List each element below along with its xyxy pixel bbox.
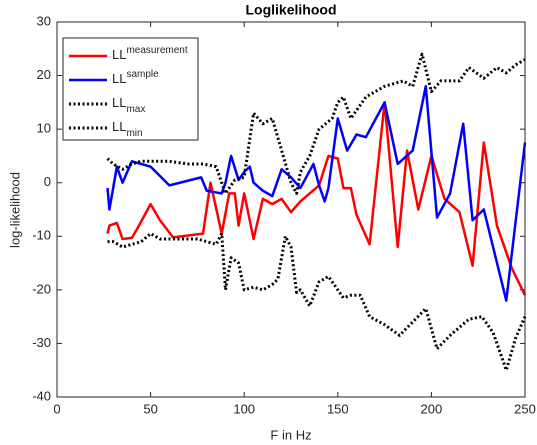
legend-label: LLmax	[112, 95, 145, 114]
series-line	[106, 52, 526, 195]
y-tick-label: 0	[44, 174, 51, 189]
series-line	[106, 85, 527, 302]
x-tick-label: 0	[53, 401, 60, 416]
x-tick-label: 250	[514, 401, 536, 416]
axes-box	[56, 21, 526, 398]
x-tick-label: 50	[143, 401, 157, 416]
chart-title: Loglikelihood	[246, 2, 337, 18]
x-tick-label: 200	[421, 401, 443, 416]
legend-label-main: LL	[112, 71, 126, 86]
y-tick-label: 20	[37, 67, 51, 82]
y-axis-label: log-likelihood	[7, 172, 22, 248]
legend-label-main: LL	[112, 95, 126, 110]
y-tick-label: 10	[37, 121, 51, 136]
y-tick-label: -30	[32, 335, 51, 350]
y-tick-label: -10	[32, 228, 51, 243]
y-tick-label: -40	[32, 388, 51, 403]
legend-label-sub: max	[126, 104, 145, 115]
legend-label-sup: sample	[126, 69, 159, 80]
series-line	[106, 101, 527, 296]
legend-label-sub: min	[126, 128, 142, 139]
y-tick-label: -20	[32, 281, 51, 296]
legend-label: LLsample	[112, 69, 159, 87]
series-line	[107, 232, 527, 372]
legend-label: LLmeasurement	[112, 45, 188, 63]
legend-label-main: LL	[112, 119, 126, 134]
y-tick-label: 30	[37, 13, 51, 28]
legend-label-sup: measurement	[126, 45, 187, 56]
x-tick-label: 150	[327, 401, 349, 416]
x-tick-label: 100	[233, 401, 255, 416]
x-axis-label: F in Hz	[270, 427, 311, 442]
legend-label-main: LL	[112, 47, 126, 62]
legend-label: LLmin	[112, 119, 143, 138]
